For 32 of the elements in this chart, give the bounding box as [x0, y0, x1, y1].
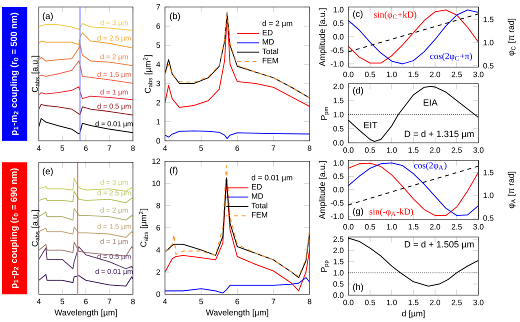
x-axis-title: Wavelength [µm] — [206, 309, 268, 317]
y2-axis-title: φ$_{C}$ [π rad] — [508, 18, 516, 56]
annotation: cos(2φ$_{C}$+π) — [430, 52, 472, 61]
y2-axis-title: φ$_{A}$ [π rad] — [508, 172, 516, 208]
y-axis-title: Amplitude [a.u.] — [318, 161, 327, 219]
chart-title: (e) — [42, 168, 53, 176]
text: (h) — [353, 283, 364, 292]
y-axis-title: C$_{abs}$ [µm$^{2}$] — [138, 208, 148, 247]
annotation: cos(2φ$_{A}$) — [414, 162, 446, 170]
y-axis-title: P$_{pm}$ — [321, 106, 330, 120]
line-series — [348, 162, 478, 216]
text: (b) — [170, 12, 180, 21]
annotation: EIT — [364, 122, 378, 128]
text: (f) — [170, 166, 178, 176]
text: p$_{1}$-m$_{2}$ coupling (r$_{0}$ = 500 nm) — [10, 12, 19, 135]
y-axis-title: Amplitude [a.u.] — [318, 8, 327, 66]
annotation: D = d + 1.315 µm — [404, 130, 474, 139]
y-axis-title: P$_{pp}$ — [321, 260, 330, 272]
chart-title: (c) — [353, 10, 363, 19]
text: p$_{1}$-p$_{2}$ coupling (r$_{0}$ = 690 nm) — [10, 168, 19, 288]
x-axis-title: d [µm] — [402, 310, 425, 318]
chart-title: (d) — [353, 86, 364, 96]
annotation: sin(φ$_{C}$+kD) — [374, 11, 416, 20]
annotation: D = d + 1.505 µm — [404, 240, 474, 250]
y-axis-title: C$_{abs}$ [a.u.] — [32, 210, 40, 246]
x-axis-title: Wavelength [µm] — [54, 309, 117, 317]
chart-title: (a) — [42, 12, 53, 21]
annotation: sin(-φ$_{A}$-kD) — [370, 208, 414, 216]
y-axis-title: C$_{abs}$ [a.u.] — [32, 56, 40, 92]
text: (g) — [353, 208, 364, 216]
annotation: EIA — [424, 99, 438, 106]
y-axis-title: C$_{abs}$ [µm$^{2}$] — [143, 54, 152, 93]
